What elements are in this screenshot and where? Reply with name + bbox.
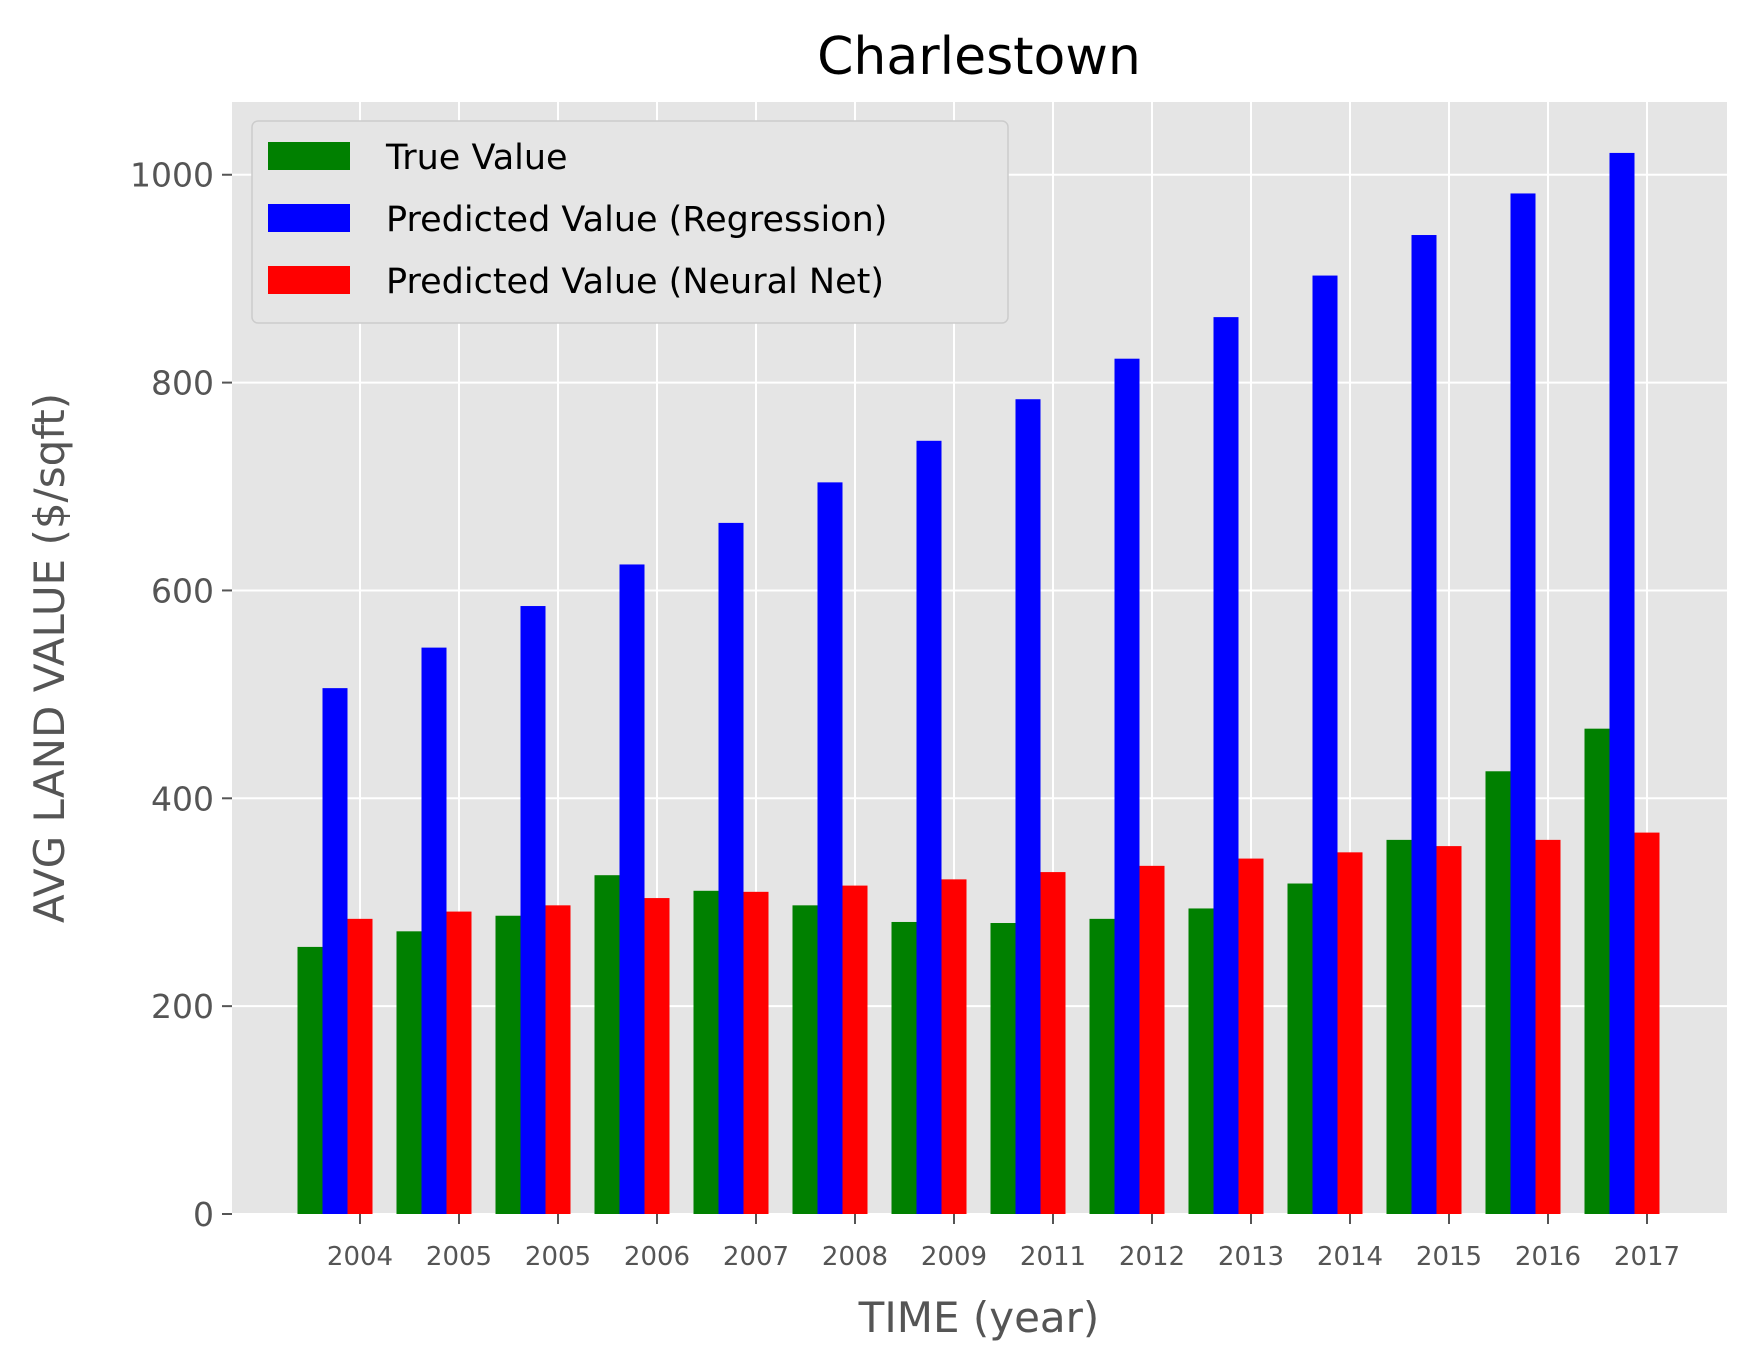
x-tick-label: 2005 <box>426 1242 492 1272</box>
x-tick-label: 2009 <box>921 1242 987 1272</box>
y-axis-label: AVG LAND VALUE ($/sqft) <box>25 393 74 923</box>
x-tick-label: 2015 <box>1416 1242 1482 1272</box>
y-axis-ticks: 0 200 400 600 800 1000 <box>130 156 232 1234</box>
bars <box>297 152 1660 1215</box>
legend-swatch <box>268 204 350 232</box>
bar-3-2012 <box>1139 865 1165 1214</box>
x-axis-label: TIME (year) <box>858 1293 1100 1342</box>
bar-1-2011 <box>990 923 1016 1214</box>
bar-3-2013 <box>1238 858 1264 1214</box>
x-tick-label: 2006 <box>624 1242 690 1272</box>
bar-1-2006 <box>594 875 620 1214</box>
bar-1-2014 <box>1287 883 1313 1214</box>
bar-3-2011 <box>1040 872 1066 1214</box>
x-tick-label: 2008 <box>822 1242 888 1272</box>
bar-3-2007 <box>743 891 769 1214</box>
y-tick-label: 200 <box>151 987 214 1026</box>
bar-1-2008 <box>792 905 818 1214</box>
y-tick-label: 1000 <box>130 156 214 195</box>
bar-2-2017 <box>1609 152 1635 1215</box>
legend: True Value Predicted Value (Regression) Pr… <box>251 120 1009 324</box>
legend-swatch <box>268 266 350 294</box>
bar-2-2005 <box>421 647 447 1214</box>
bar-1-2005 <box>495 915 521 1214</box>
x-tick-label: 2017 <box>1614 1242 1680 1272</box>
legend-frame <box>251 120 1009 324</box>
x-tick-label: 2007 <box>723 1242 789 1272</box>
x-tick-label: 2004 <box>327 1242 393 1272</box>
bar-2-2009 <box>916 440 942 1214</box>
x-tick-label: 2011 <box>1020 1242 1086 1272</box>
chart-title: Charlestown <box>817 27 1141 87</box>
bar-3-2008 <box>842 885 868 1214</box>
bar-3-2009 <box>941 879 967 1214</box>
bar-1-2016 <box>1485 771 1511 1214</box>
y-tick-label: 800 <box>151 364 214 403</box>
bar-1-2015 <box>1386 839 1412 1214</box>
bar-1-2012 <box>1089 918 1115 1214</box>
bar-3-2004 <box>347 918 373 1214</box>
bar-2-2008 <box>817 482 843 1215</box>
y-tick-label: 0 <box>193 1195 214 1234</box>
x-tick-label: 2012 <box>1119 1242 1185 1272</box>
bar-3-2016 <box>1535 839 1561 1214</box>
bar-1-2017 <box>1584 728 1610 1214</box>
bar-1-2004 <box>297 946 323 1214</box>
x-axis-ticks: 2004 2005 2005 2006 2007 2008 2009 2011 2012 2013… <box>327 1214 1680 1272</box>
bar-2-2015 <box>1411 235 1437 1214</box>
bar-1-2013 <box>1188 908 1214 1214</box>
bar-2-2013 <box>1213 317 1239 1214</box>
bar-3-2005 <box>545 905 571 1214</box>
bar-2-2016 <box>1510 193 1536 1214</box>
bar-1-2007 <box>693 890 719 1214</box>
bar-2-2005 <box>520 606 546 1214</box>
legend-swatch <box>268 142 350 170</box>
bar-2-2012 <box>1114 358 1140 1214</box>
x-tick-label: 2016 <box>1515 1242 1581 1272</box>
bar-3-2006 <box>644 898 670 1214</box>
x-tick-label: 2005 <box>525 1242 591 1272</box>
bar-1-2005 <box>396 931 422 1214</box>
x-tick-label: 2014 <box>1317 1242 1383 1272</box>
bar-2-2007 <box>718 522 744 1214</box>
bar-3-2005 <box>446 911 472 1214</box>
bar-2-2004 <box>322 688 348 1214</box>
legend-label: True Value <box>385 138 568 178</box>
legend-label: Predicted Value (Regression) <box>386 200 887 240</box>
y-tick-label: 600 <box>151 571 214 610</box>
bar-1-2009 <box>891 921 917 1214</box>
legend-label: Predicted Value (Neural Net) <box>386 262 884 302</box>
bar-2-2014 <box>1312 275 1338 1214</box>
bar-2-2011 <box>1015 399 1041 1214</box>
bar-3-2015 <box>1436 846 1462 1214</box>
x-tick-label: 2013 <box>1218 1242 1284 1272</box>
bar-2-2006 <box>619 564 645 1214</box>
bar-3-2017 <box>1634 832 1660 1214</box>
bar-3-2014 <box>1337 852 1363 1214</box>
y-tick-label: 400 <box>151 779 214 818</box>
